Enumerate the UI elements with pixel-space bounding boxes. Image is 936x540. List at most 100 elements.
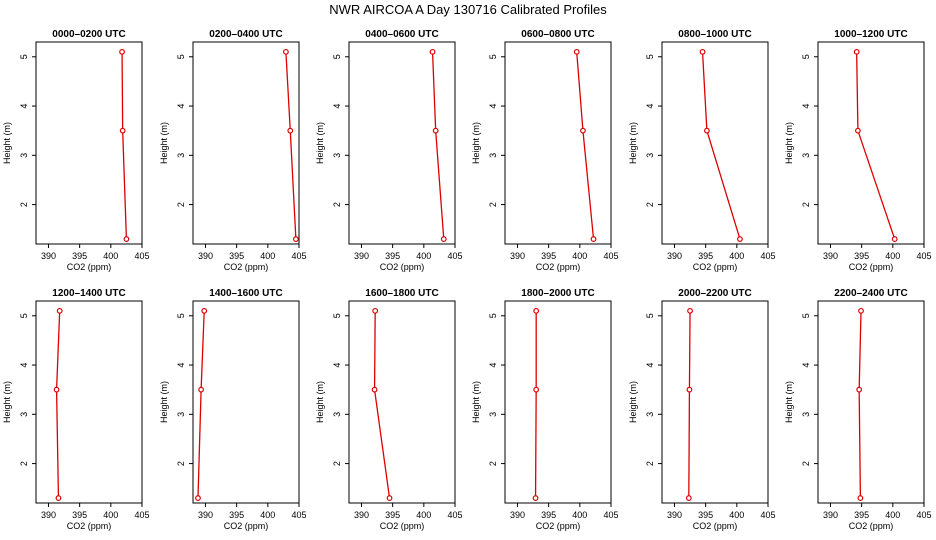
profile-line [858, 310, 862, 499]
data-point [119, 48, 125, 55]
y-tick-label: 3 [645, 153, 655, 158]
x-axis-label: CO2 (ppm) [849, 521, 894, 531]
y-axis-label: Height (m) [628, 122, 638, 164]
panel-8: 1400–1600 UTC 390 395 400 405 2 3 4 5 CO2 (ppm) He… [159, 288, 307, 531]
panel-title: 2200–2400 UTC [834, 288, 907, 299]
x-tick-label: 400 [260, 251, 275, 261]
y-tick-label: 4 [19, 104, 29, 109]
y-tick-label: 2 [488, 202, 498, 207]
x-tick-label: 395 [229, 251, 244, 261]
data-point [686, 386, 693, 393]
y-tick-label: 3 [488, 153, 498, 158]
y-tick-label: 4 [332, 104, 342, 109]
x-tick-label: 405 [603, 510, 618, 520]
x-tick-label: 405 [291, 251, 306, 261]
x-tick-label: 405 [134, 251, 149, 261]
y-tick-label: 2 [176, 461, 186, 466]
profile-line [534, 310, 537, 499]
y-axis-label: Height (m) [315, 381, 325, 423]
y-axis-label: Height (m) [471, 122, 481, 164]
data-point [532, 495, 539, 501]
plot-frame [817, 41, 925, 245]
x-tick-label: 400 [103, 251, 118, 261]
y-tick-label: 5 [645, 54, 655, 59]
plot-frame [504, 41, 612, 245]
profile-line [121, 51, 128, 240]
data-point [533, 386, 540, 393]
x-tick-label: 405 [603, 251, 618, 261]
y-axis-label: Height (m) [2, 381, 12, 423]
plot-frame [35, 300, 143, 504]
x-axis-label: CO2 (ppm) [224, 262, 269, 272]
profile-line [701, 51, 741, 240]
plot-frame [192, 300, 300, 504]
profile-line [856, 51, 896, 240]
panel-11: 2000–2200 UTC 390 395 400 405 2 3 4 5 CO2 (ppm) He… [628, 288, 776, 531]
y-axis-label: Height (m) [628, 381, 638, 423]
plot-frame [661, 41, 769, 245]
x-tick-label: 405 [447, 251, 462, 261]
plot-frame [348, 300, 456, 504]
data-point [195, 495, 201, 501]
x-axis-label: CO2 (ppm) [536, 262, 581, 272]
x-tick-label: 390 [354, 251, 369, 261]
y-tick-label: 2 [645, 461, 655, 466]
y-tick-label: 3 [19, 412, 29, 417]
panel-7: 1200–1400 UTC 390 395 400 405 2 3 4 5 CO2 (ppm) He… [2, 288, 150, 531]
data-point [573, 48, 580, 55]
y-tick-label: 5 [801, 54, 811, 59]
panel-10: 1800–2000 UTC 390 395 400 405 2 3 4 5 CO2 (ppm) He… [471, 288, 619, 531]
x-axis-label: CO2 (ppm) [693, 521, 738, 531]
data-point [855, 127, 861, 134]
x-axis-label: CO2 (ppm) [849, 262, 894, 272]
x-tick-label: 400 [416, 510, 431, 520]
data-point [372, 307, 379, 314]
data-point [685, 495, 692, 501]
y-tick-label: 5 [19, 313, 29, 318]
data-point [55, 495, 62, 501]
x-tick-label: 395 [385, 251, 400, 261]
data-point [53, 386, 60, 393]
x-tick-label: 400 [572, 251, 587, 261]
panel-title: 1800–2000 UTC [521, 288, 594, 299]
x-tick-label: 400 [885, 510, 900, 520]
panel-title: 1200–1400 UTC [52, 288, 125, 299]
data-point [283, 48, 289, 55]
panel-title: 1000–1200 UTC [834, 29, 907, 40]
x-tick-label: 405 [760, 510, 775, 520]
y-tick-label: 4 [19, 363, 29, 368]
x-tick-label: 400 [885, 251, 900, 261]
x-tick-label: 395 [854, 251, 869, 261]
x-axis-label: CO2 (ppm) [536, 521, 581, 531]
plot-frame [348, 41, 456, 245]
profile-line [285, 51, 297, 240]
plot-frame [661, 300, 769, 504]
x-axis-label: CO2 (ppm) [224, 521, 269, 531]
y-tick-label: 2 [332, 461, 342, 466]
y-tick-label: 4 [332, 363, 342, 368]
profile-line [55, 310, 61, 499]
data-point [123, 236, 130, 242]
panel-title: 2000–2200 UTC [678, 288, 751, 299]
y-axis-label: Height (m) [784, 122, 794, 164]
x-tick-label: 390 [198, 251, 213, 261]
x-axis-label: CO2 (ppm) [67, 262, 112, 272]
data-point [858, 307, 864, 314]
panel-title: 1400–1600 UTC [209, 288, 282, 299]
y-tick-label: 5 [645, 313, 655, 318]
y-tick-label: 3 [801, 153, 811, 158]
data-point [287, 127, 294, 134]
plot-frame [35, 41, 143, 245]
y-tick-label: 3 [176, 153, 186, 158]
x-tick-label: 395 [72, 251, 87, 261]
y-tick-label: 5 [332, 54, 342, 59]
x-tick-label: 395 [698, 251, 713, 261]
data-point [699, 48, 706, 55]
x-tick-label: 405 [447, 510, 462, 520]
x-tick-label: 400 [572, 510, 587, 520]
profile-line [373, 310, 391, 499]
y-tick-label: 3 [176, 412, 186, 417]
panel-title: 1600–1800 UTC [365, 288, 438, 299]
panel-3: 0400–0600 UTC 390 395 400 405 2 3 4 5 CO2 (ppm) He… [315, 29, 463, 272]
